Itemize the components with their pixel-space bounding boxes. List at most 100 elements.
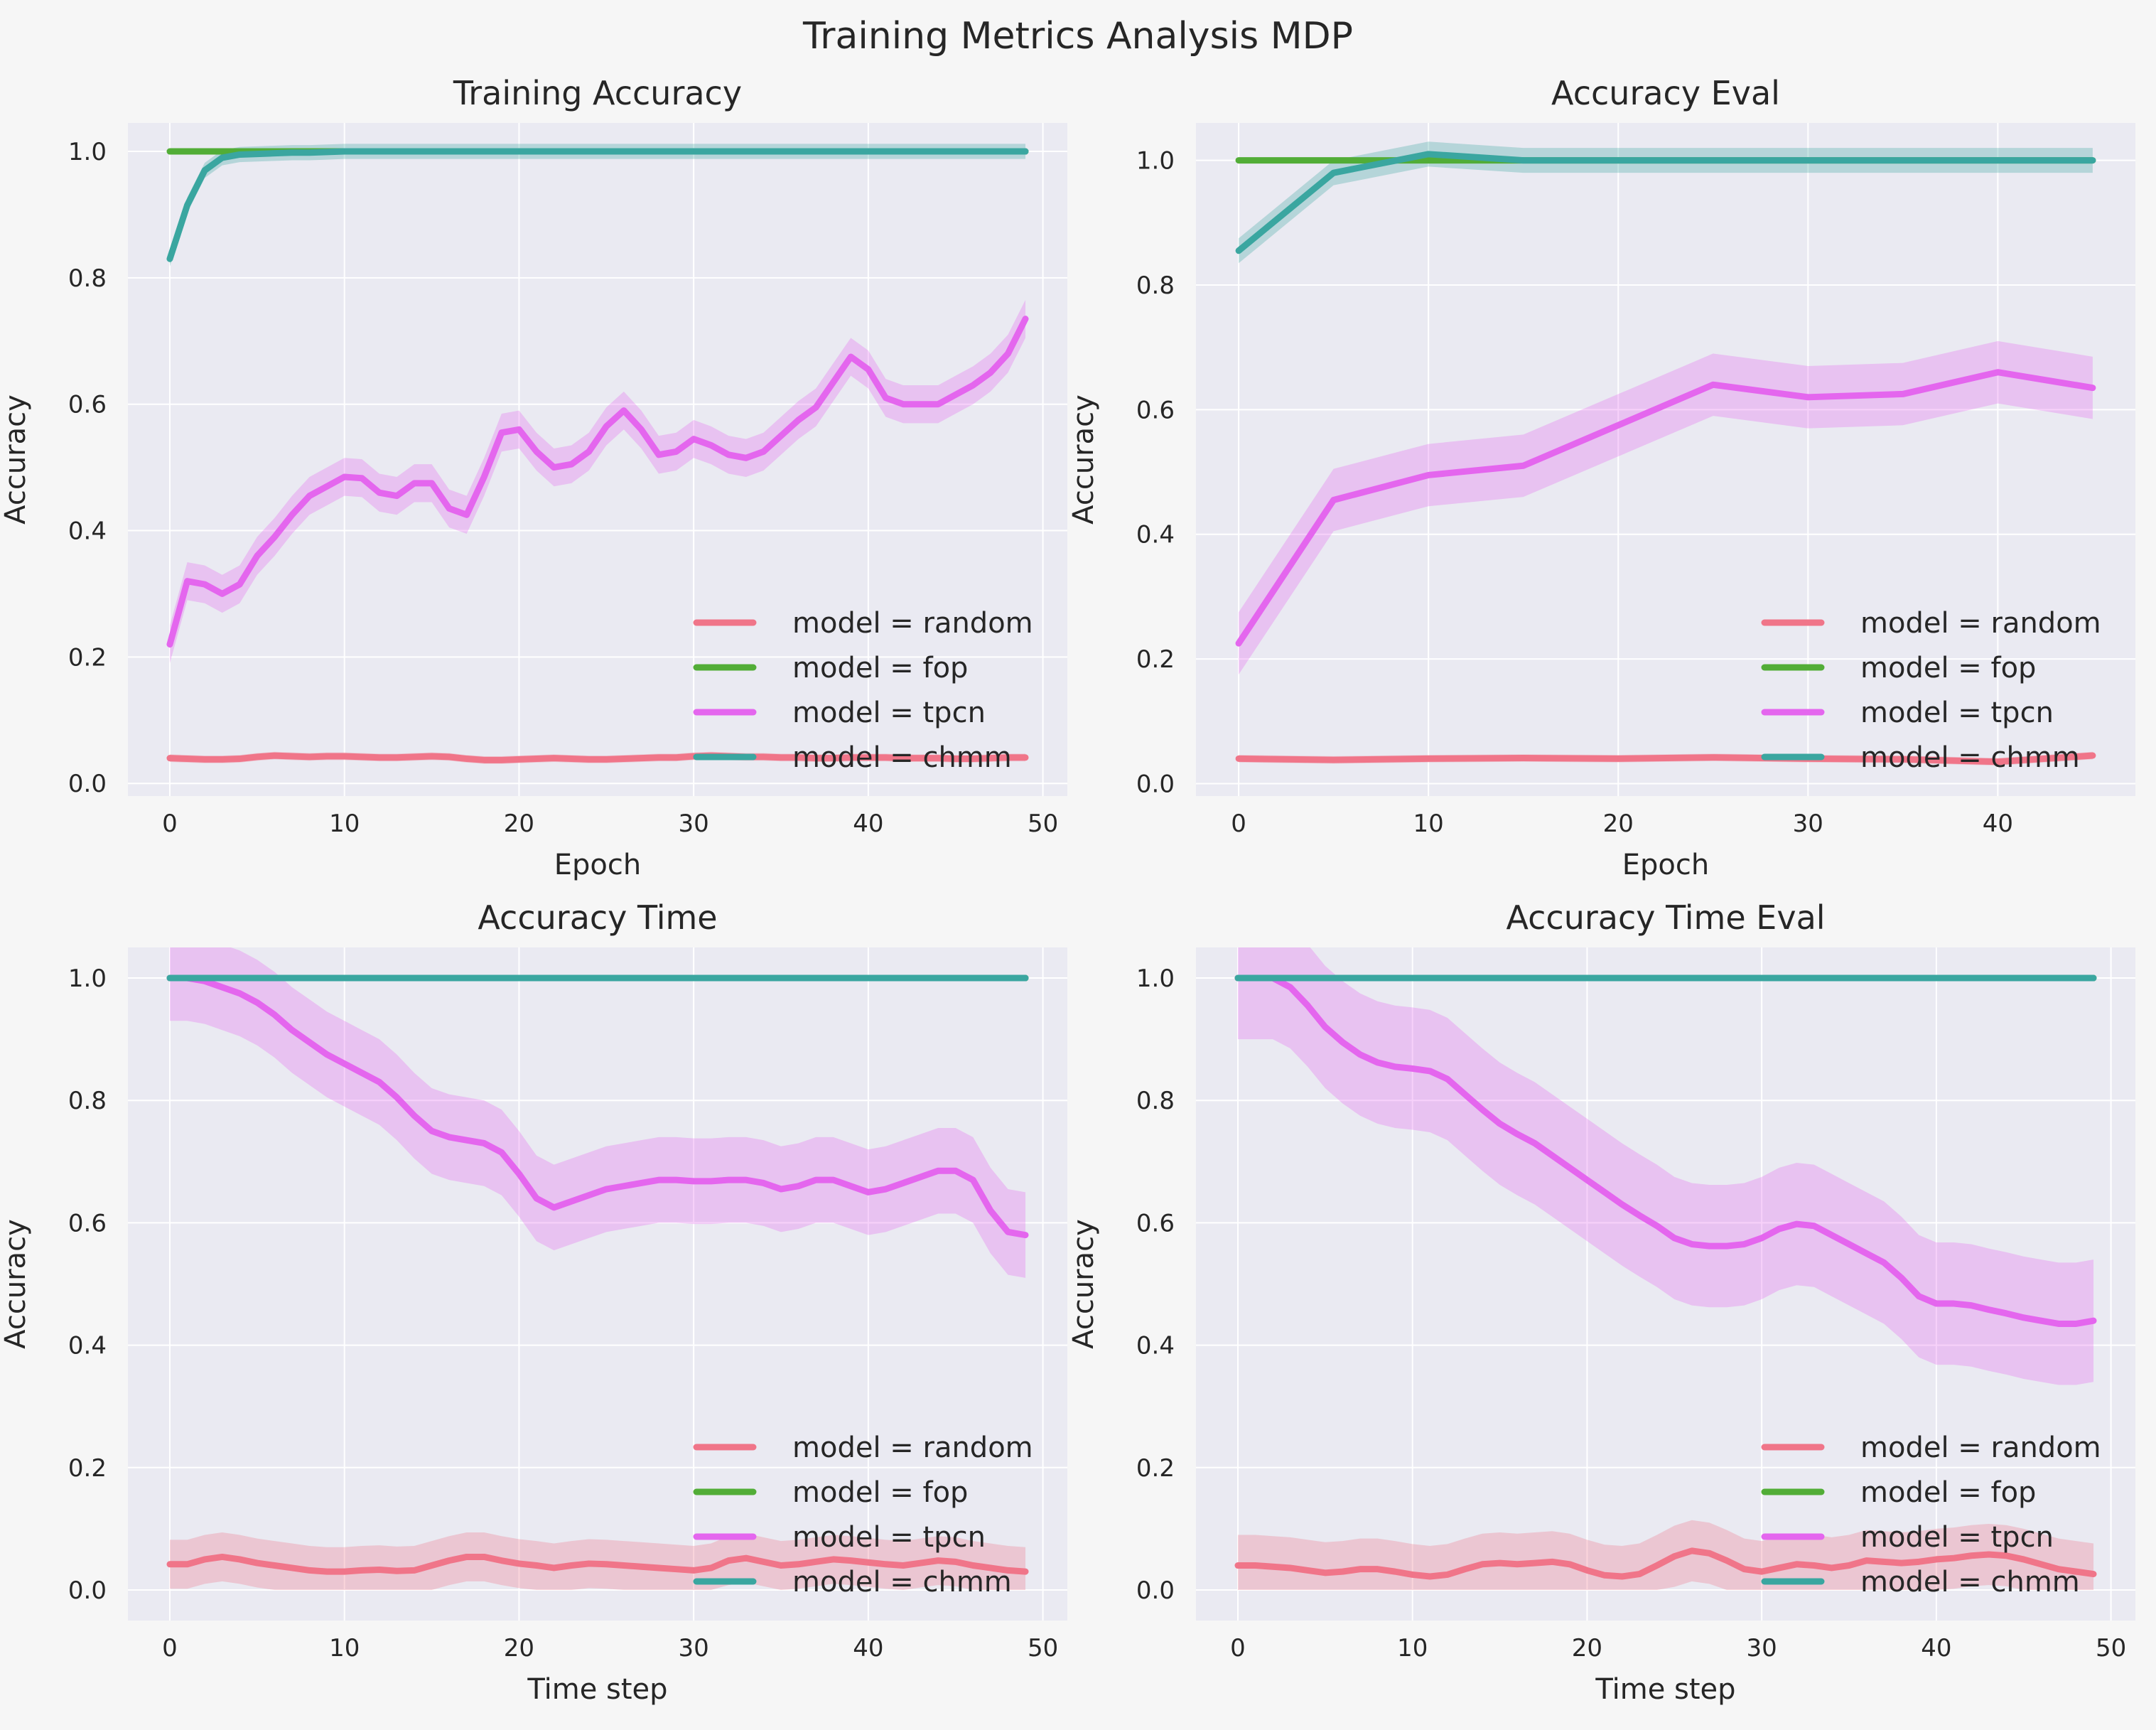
legend-label-tpcn: model = tpcn bbox=[792, 1521, 986, 1554]
band-tpcn bbox=[1239, 340, 2093, 675]
plot-area bbox=[1196, 123, 2135, 796]
x-axis-label: Time step bbox=[1595, 1673, 1735, 1706]
series-group bbox=[1235, 141, 2096, 766]
x-tick-label: 10 bbox=[1413, 810, 1444, 838]
panel-title: Accuracy Eval bbox=[1551, 74, 1780, 112]
x-tick-label: 50 bbox=[1028, 1634, 1058, 1662]
x-axis-label: Epoch bbox=[554, 849, 641, 881]
x-axis-label: Epoch bbox=[1622, 849, 1709, 881]
legend-label-chmm: model = chmm bbox=[792, 1566, 1012, 1599]
y-tick-label: 0.8 bbox=[1136, 272, 1175, 300]
line-chmm bbox=[166, 148, 1029, 262]
x-tick-label: 40 bbox=[853, 1634, 883, 1662]
x-tick-label: 20 bbox=[504, 1634, 534, 1662]
x-axis-label: Time step bbox=[527, 1673, 667, 1706]
plot-area bbox=[128, 947, 1067, 1621]
legend-label-random: model = random bbox=[1860, 1431, 2101, 1464]
panel-accuracy-time-eval: 0 10 20 30 40 50 0.0 0.2 0.4 0.6 0.8 1.0 Accuracy Ti… bbox=[1067, 898, 2135, 1706]
legend-label-fop: model = fop bbox=[792, 652, 968, 684]
line-tpcn bbox=[1234, 974, 2097, 1327]
y-tick-label: 0.6 bbox=[1136, 396, 1175, 424]
line-random bbox=[1234, 1547, 2097, 1580]
legend-label-tpcn: model = tpcn bbox=[792, 697, 986, 729]
x-tick-label: 50 bbox=[1028, 810, 1058, 838]
y-tick-label: 0.4 bbox=[1136, 521, 1175, 549]
x-tick-label: 20 bbox=[1603, 810, 1634, 838]
y-tick-label: 0.0 bbox=[1136, 1576, 1175, 1605]
x-tick-label: 30 bbox=[1793, 810, 1823, 838]
y-axis-label: Accuracy bbox=[0, 1219, 32, 1349]
y-axis-label: Accuracy bbox=[1067, 1219, 1100, 1349]
y-tick-label: 1.0 bbox=[68, 138, 107, 166]
y-tick-label: 0.6 bbox=[1136, 1209, 1175, 1237]
line-tpcn bbox=[166, 974, 1029, 1239]
x-tick-label: 50 bbox=[2096, 1634, 2126, 1662]
panel-accuracy-time: 0 10 20 30 40 50 0.0 0.2 0.4 0.6 0.8 1.0 Accuracy Ti… bbox=[0, 898, 1067, 1706]
y-tick-label: 1.0 bbox=[1136, 965, 1175, 993]
panel-accuracy-eval: 0 10 20 30 40 0.0 0.2 0.4 0.6 0.8 1.0 Accuracy Eval… bbox=[1067, 74, 2135, 881]
legend-label-chmm: model = chmm bbox=[1860, 1566, 2080, 1599]
legend-label-tpcn: model = tpcn bbox=[1860, 1521, 2054, 1554]
y-tick-label: 0.8 bbox=[1136, 1087, 1175, 1115]
y-axis-label: Accuracy bbox=[1067, 394, 1100, 525]
line-random bbox=[1235, 752, 2096, 765]
band-tpcn bbox=[1237, 947, 2094, 1385]
legend-label-random: model = random bbox=[1860, 607, 2101, 640]
x-tick-label: 40 bbox=[853, 810, 883, 838]
legend-label-fop: model = fop bbox=[792, 1476, 968, 1509]
y-tick-label: 0.2 bbox=[1136, 1454, 1175, 1483]
panel-title: Training Accuracy bbox=[453, 74, 742, 112]
legend-label-random: model = random bbox=[792, 1431, 1033, 1464]
x-tick-label: 40 bbox=[1921, 1634, 1951, 1662]
line-tpcn bbox=[1235, 369, 2096, 647]
y-tick-label: 0.4 bbox=[68, 517, 107, 546]
legend-label-tpcn: model = tpcn bbox=[1860, 697, 2054, 729]
y-tick-label: 0.8 bbox=[68, 264, 107, 293]
y-tick-label: 1.0 bbox=[1136, 147, 1175, 176]
legend-label-chmm: model = chmm bbox=[792, 741, 1012, 774]
line-random bbox=[166, 752, 1029, 763]
y-tick-label: 0.8 bbox=[68, 1087, 107, 1115]
y-tick-label: 0.2 bbox=[68, 1454, 107, 1483]
line-tpcn bbox=[166, 316, 1029, 648]
legend-label-chmm: model = chmm bbox=[1860, 741, 2080, 774]
x-tick-label: 30 bbox=[679, 810, 709, 838]
x-tick-label: 0 bbox=[1230, 1634, 1246, 1662]
band-tpcn bbox=[169, 947, 1026, 1278]
series-group bbox=[166, 144, 1029, 764]
y-tick-label: 1.0 bbox=[68, 965, 107, 993]
x-tick-label: 0 bbox=[1231, 810, 1246, 838]
x-tick-label: 0 bbox=[162, 1634, 178, 1662]
y-tick-label: 0.0 bbox=[68, 770, 107, 798]
x-tick-label: 20 bbox=[1572, 1634, 1602, 1662]
x-tick-label: 10 bbox=[329, 810, 360, 838]
x-tick-label: 10 bbox=[1397, 1634, 1428, 1662]
plot-area bbox=[1196, 947, 2135, 1621]
series-group bbox=[166, 947, 1029, 1590]
panel-title: Accuracy Time bbox=[478, 898, 717, 937]
figure-title: Training Metrics Analysis MDP bbox=[802, 15, 1353, 58]
y-tick-label: 0.4 bbox=[68, 1332, 107, 1360]
legend-label-random: model = random bbox=[792, 607, 1033, 640]
y-tick-label: 0.2 bbox=[1136, 645, 1175, 674]
series-group bbox=[1234, 947, 2097, 1590]
y-tick-label: 0.0 bbox=[1136, 770, 1175, 798]
line-random bbox=[166, 1553, 1029, 1575]
line-chmm bbox=[1235, 151, 2096, 254]
y-axis-label: Accuracy bbox=[0, 394, 32, 525]
x-tick-label: 30 bbox=[679, 1634, 709, 1662]
x-tick-label: 30 bbox=[1747, 1634, 1777, 1662]
x-tick-label: 20 bbox=[504, 810, 534, 838]
panel-training-accuracy: 0 10 20 30 40 50 0.0 0.2 0.4 0.6 0.8 1.0 Training Ac… bbox=[0, 74, 1067, 881]
x-tick-label: 40 bbox=[1983, 810, 2013, 838]
plot-area bbox=[128, 123, 1067, 796]
y-tick-label: 0.4 bbox=[1136, 1332, 1175, 1360]
x-tick-label: 0 bbox=[162, 810, 178, 838]
y-tick-label: 0.6 bbox=[68, 1209, 107, 1237]
y-tick-label: 0.0 bbox=[68, 1576, 107, 1605]
panel-title: Accuracy Time Eval bbox=[1506, 898, 1825, 937]
x-tick-label: 10 bbox=[329, 1634, 360, 1662]
y-tick-label: 0.2 bbox=[68, 643, 107, 672]
band-chmm bbox=[1239, 141, 2093, 264]
